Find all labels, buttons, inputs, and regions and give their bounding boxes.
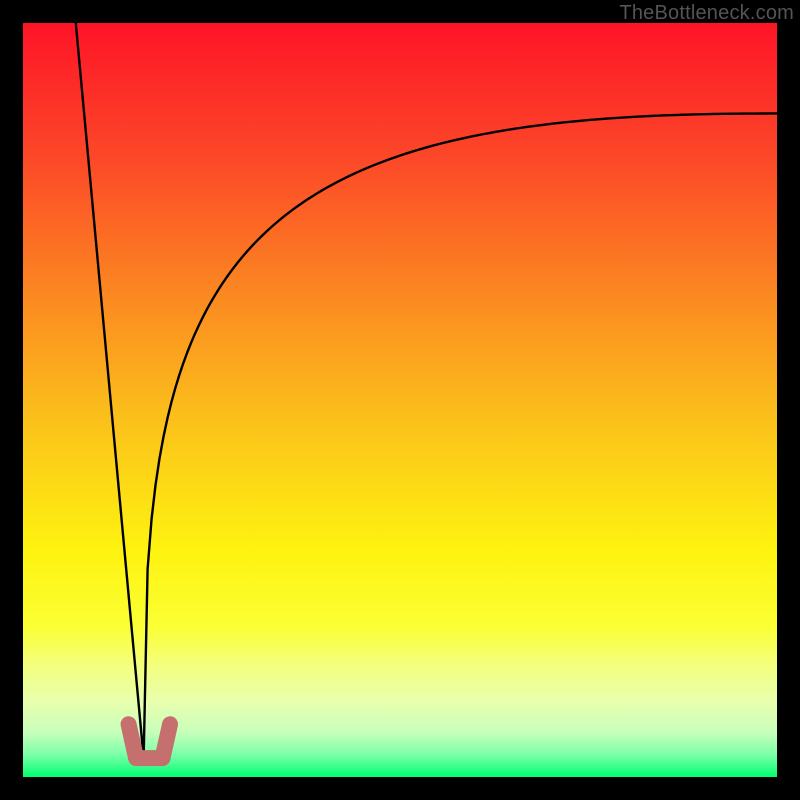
chart-container: TheBottleneck.com: [0, 0, 800, 800]
watermark-text: TheBottleneck.com: [619, 2, 794, 25]
chart-svg: [23, 23, 777, 777]
plot-area: [23, 23, 777, 777]
